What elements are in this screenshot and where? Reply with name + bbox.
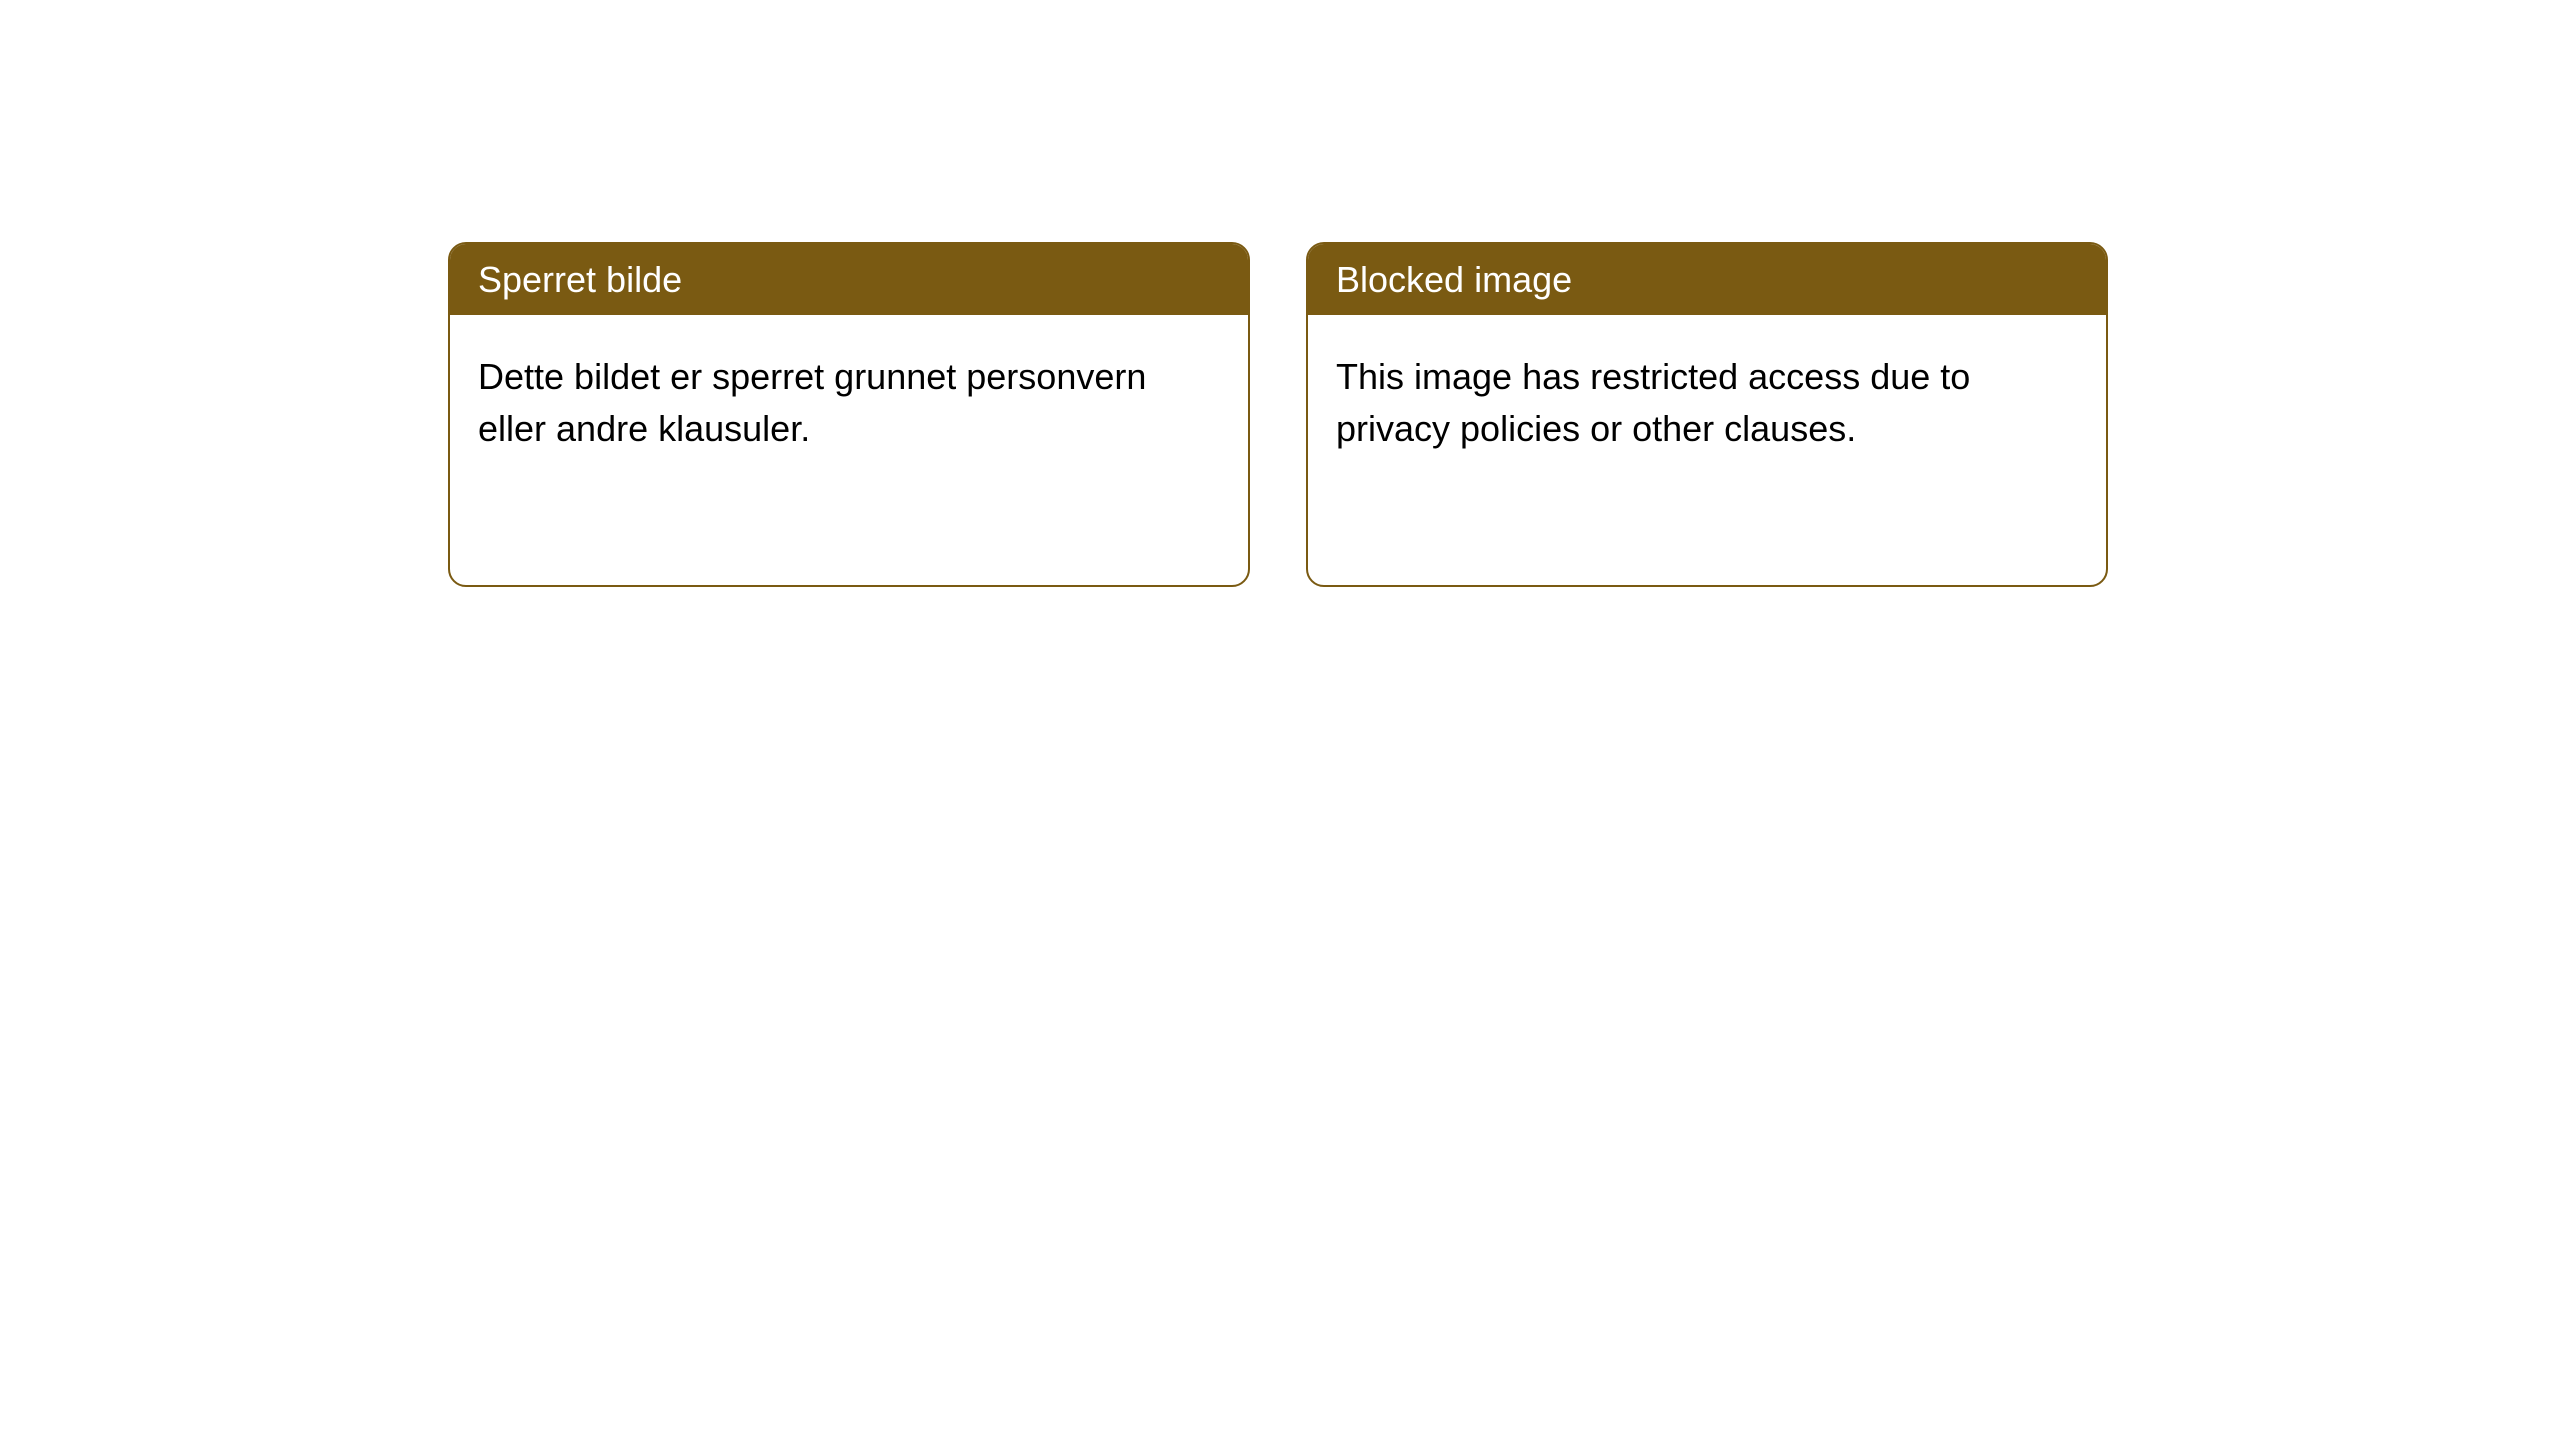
- card-body-text: This image has restricted access due to …: [1336, 356, 1970, 448]
- blocked-image-card-english: Blocked image This image has restricted …: [1306, 242, 2108, 587]
- card-body: Dette bildet er sperret grunnet personve…: [450, 315, 1248, 585]
- card-body-text: Dette bildet er sperret grunnet personve…: [478, 356, 1146, 448]
- card-header: Sperret bilde: [450, 244, 1248, 315]
- cards-container: Sperret bilde Dette bildet er sperret gr…: [448, 242, 2108, 587]
- card-body: This image has restricted access due to …: [1308, 315, 2106, 585]
- card-header: Blocked image: [1308, 244, 2106, 315]
- card-title: Blocked image: [1336, 259, 1572, 300]
- blocked-image-card-norwegian: Sperret bilde Dette bildet er sperret gr…: [448, 242, 1250, 587]
- card-title: Sperret bilde: [478, 259, 682, 300]
